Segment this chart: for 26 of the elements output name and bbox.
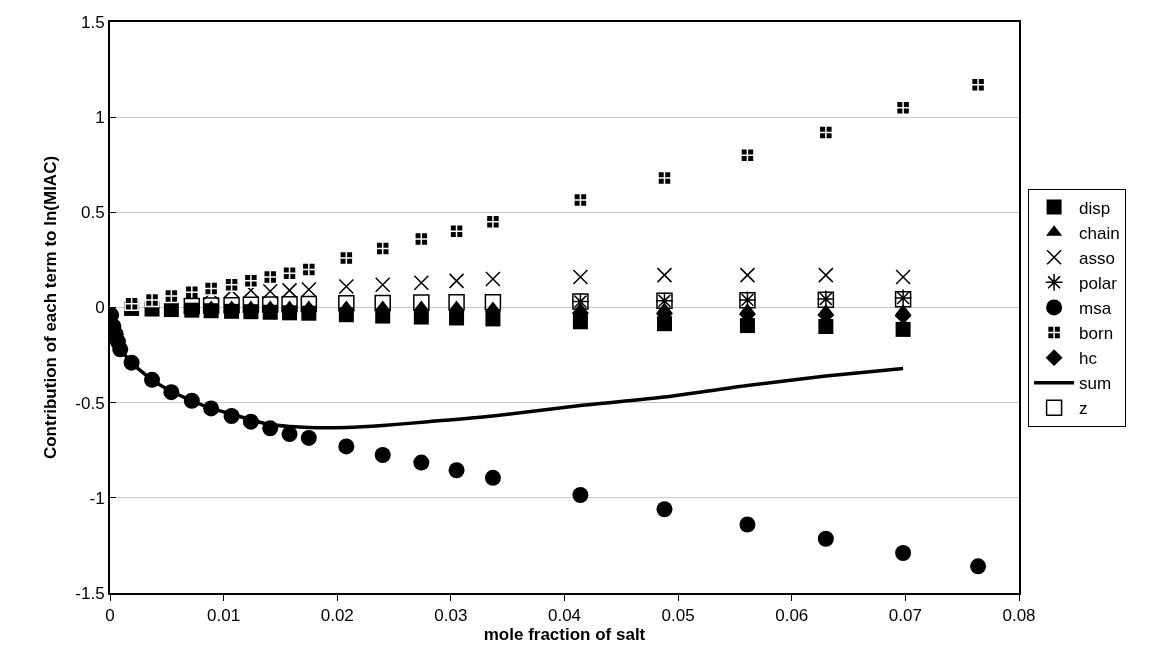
x-tick-label: 0.06	[775, 606, 809, 626]
y-tick-label: -1	[89, 488, 105, 508]
x-tick-label: 0.08	[1002, 606, 1036, 626]
legend-label: disp	[1079, 198, 1111, 218]
x-tick-label: 0.01	[207, 606, 241, 626]
legend-label: z	[1079, 399, 1088, 419]
y-axis-title: Contribution of each term to ln(MIAC)	[41, 155, 61, 460]
legend-label: hc	[1079, 349, 1098, 369]
legend-label: asso	[1079, 248, 1116, 268]
x-axis-title: mole fraction of salt	[483, 625, 646, 645]
legend-label: msa	[1079, 299, 1112, 319]
y-tick-label: 1	[95, 108, 105, 128]
y-tick-label: -1.5	[75, 583, 105, 603]
y-tick-label: 0.5	[80, 203, 105, 223]
x-tick-label: 0.02	[320, 606, 354, 626]
x-tick-label: 0.07	[888, 606, 922, 626]
y-tick-label: 0	[95, 298, 105, 318]
legend-label: born	[1079, 324, 1114, 344]
legend-label: chain	[1079, 223, 1120, 243]
y-tick-label: -0.5	[75, 393, 105, 413]
y-tick-label: 1.5	[80, 12, 105, 32]
x-tick-label: 0.05	[661, 606, 695, 626]
x-tick-label: 0.03	[434, 606, 468, 626]
legend-label: polar	[1079, 273, 1118, 293]
legend-label: sum	[1079, 374, 1112, 394]
x-tick-label: 0.04	[547, 606, 582, 626]
